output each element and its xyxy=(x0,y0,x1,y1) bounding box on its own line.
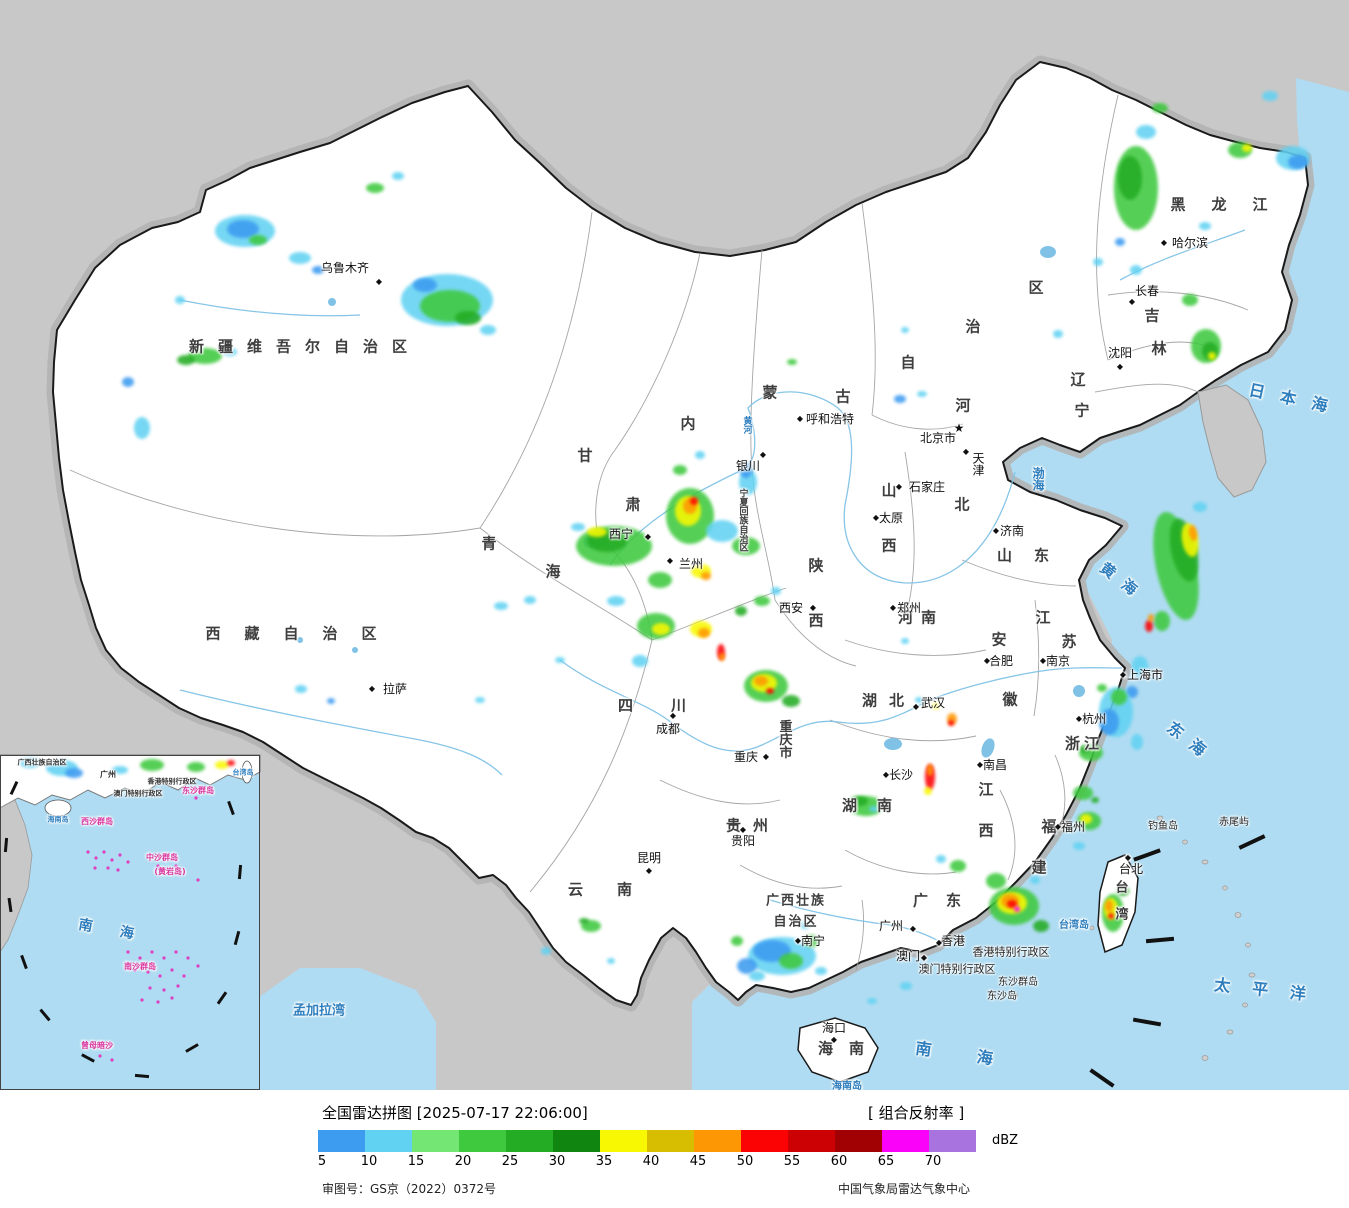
korea-peninsula xyxy=(1197,384,1267,498)
colorbar-tick: 40 xyxy=(642,1154,660,1169)
legend-panel: 全国雷达拼图 [2025-07-17 22:06:00] [ 组合反射率 ] 5… xyxy=(0,1090,1349,1208)
colorbar-cell-20 xyxy=(459,1130,506,1152)
credit-label: 中国气象局雷达气象中心 xyxy=(838,1182,971,1196)
colorbar-ticks: 5 10 15 20 25 30 35 40 45 50 55 60 65 70 xyxy=(318,1154,1018,1170)
colorbar-tick: 65 xyxy=(877,1154,895,1169)
colorbar-tick: 50 xyxy=(736,1154,754,1169)
inset-taiwan xyxy=(241,760,253,784)
offshore-islands xyxy=(1014,815,1256,1061)
yangtze-river xyxy=(559,659,1123,752)
colorbar-tick: 15 xyxy=(407,1154,425,1169)
product-label: [ 组合反射率 ] xyxy=(868,1104,965,1122)
colorbar-tick: 5 xyxy=(317,1154,327,1169)
china-map xyxy=(0,0,1349,1090)
pearl-river xyxy=(769,899,946,946)
colorbar-cell-60 xyxy=(835,1130,882,1152)
inset-vietnam xyxy=(0,799,33,953)
colorbar-cell-45 xyxy=(694,1130,741,1152)
colorbar-cell-30 xyxy=(553,1130,600,1152)
rivers xyxy=(179,229,1246,946)
unit-label: dBZ xyxy=(992,1133,1019,1148)
colorbar-tick: 10 xyxy=(360,1154,378,1169)
yarlung-river xyxy=(179,689,503,776)
colorbar-tick: 45 xyxy=(689,1154,707,1169)
colorbar-tick: 30 xyxy=(548,1154,566,1169)
colorbar-cell-10 xyxy=(365,1130,412,1152)
tarim-river xyxy=(179,299,361,317)
colorbar-cell-65 xyxy=(882,1130,929,1152)
inset-frame xyxy=(0,755,260,1090)
colorbar-tick: 25 xyxy=(501,1154,519,1169)
yellow-river xyxy=(609,391,1016,584)
colorbar-tick: 60 xyxy=(830,1154,848,1169)
colorbar-cell-55 xyxy=(788,1130,835,1152)
boundary-dashes xyxy=(1089,834,1266,1088)
approval-number: 审图号：GS京（2022）0372号 xyxy=(322,1182,496,1196)
colorbar-cell-50 xyxy=(741,1130,788,1152)
colorbar-tick: 70 xyxy=(924,1154,942,1169)
colorbar-tick: 35 xyxy=(595,1154,613,1169)
colorbar xyxy=(318,1130,976,1152)
colorbar-cell-35 xyxy=(600,1130,647,1152)
colorbar-cell-15 xyxy=(412,1130,459,1152)
map-title: 全国雷达拼图 [2025-07-17 22:06:00] xyxy=(322,1104,588,1122)
sea xyxy=(252,78,1349,1090)
colorbar-tick: 55 xyxy=(783,1154,801,1169)
bay-of-bengal xyxy=(252,968,436,1090)
colorbar-tick: 20 xyxy=(454,1154,472,1169)
colorbar-cell-40 xyxy=(647,1130,694,1152)
hainan-island xyxy=(797,1017,879,1083)
inset-map xyxy=(0,754,261,1090)
inset-island-dots xyxy=(86,796,200,1062)
inset-hainan xyxy=(44,799,72,817)
inset-dashes xyxy=(3,781,243,1079)
colorbar-cell-5 xyxy=(318,1130,365,1152)
colorbar-cell-70 xyxy=(929,1130,976,1152)
colorbar-cell-25 xyxy=(506,1130,553,1152)
